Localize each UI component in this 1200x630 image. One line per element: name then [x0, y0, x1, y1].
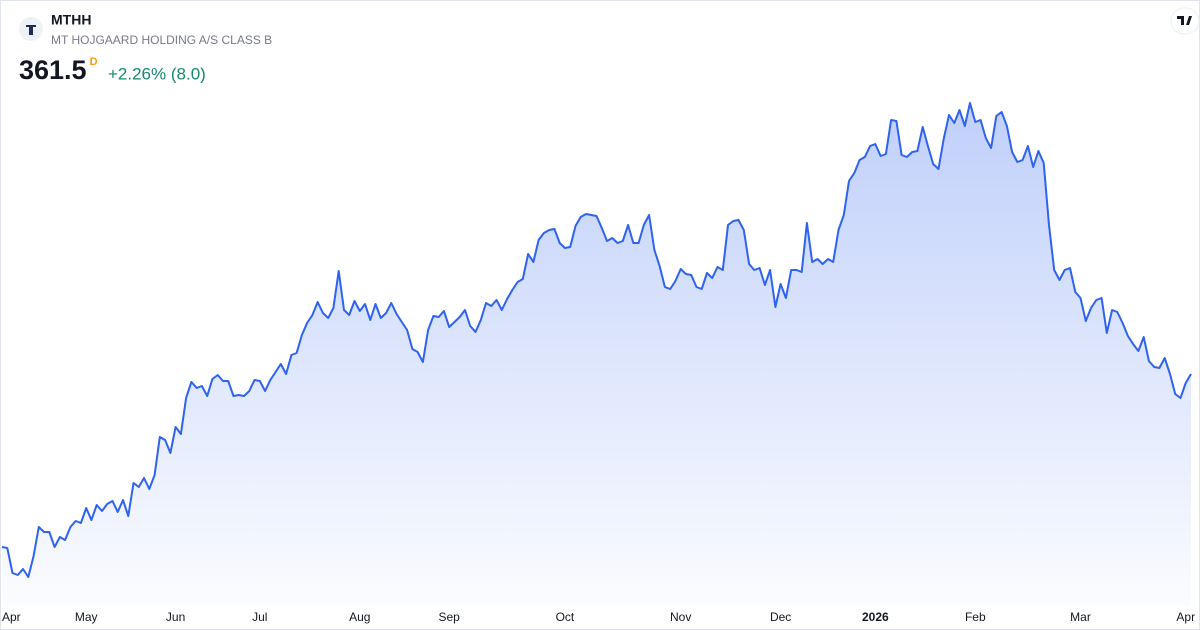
- x-tick-label: May: [75, 610, 98, 624]
- x-tick-label: Jul: [252, 610, 267, 624]
- price-line: [1, 102, 1192, 578]
- x-tick-label: 2026: [862, 610, 889, 624]
- interval: D: [90, 56, 98, 68]
- change: +2.26% (8.0): [108, 64, 206, 83]
- x-tick-label: Aug: [349, 610, 370, 624]
- x-tick-label: Apr: [1176, 610, 1195, 624]
- x-tick-label: Mar: [1070, 610, 1091, 624]
- x-tick-label: Apr: [2, 610, 21, 624]
- x-tick-label: Jun: [166, 610, 185, 624]
- plot-area: [1, 102, 1192, 605]
- area: [2, 103, 1191, 605]
- x-tick-label: Nov: [670, 610, 691, 624]
- x-tick-label: Feb: [965, 610, 986, 624]
- logo-mark: [26, 25, 36, 35]
- x-tick-label: Oct: [556, 610, 575, 624]
- x-tick-label: Dec: [770, 610, 791, 624]
- company-name: MT HOJGAARD HOLDING A/S CLASS B: [51, 33, 272, 47]
- tv-logo-bg[interactable]: [1170, 7, 1200, 35]
- tv-logo[interactable]: [1177, 16, 1192, 25]
- price: 361.5: [19, 55, 87, 85]
- x-tick-label: Sep: [439, 610, 461, 624]
- symbol: MTHH: [51, 12, 91, 28]
